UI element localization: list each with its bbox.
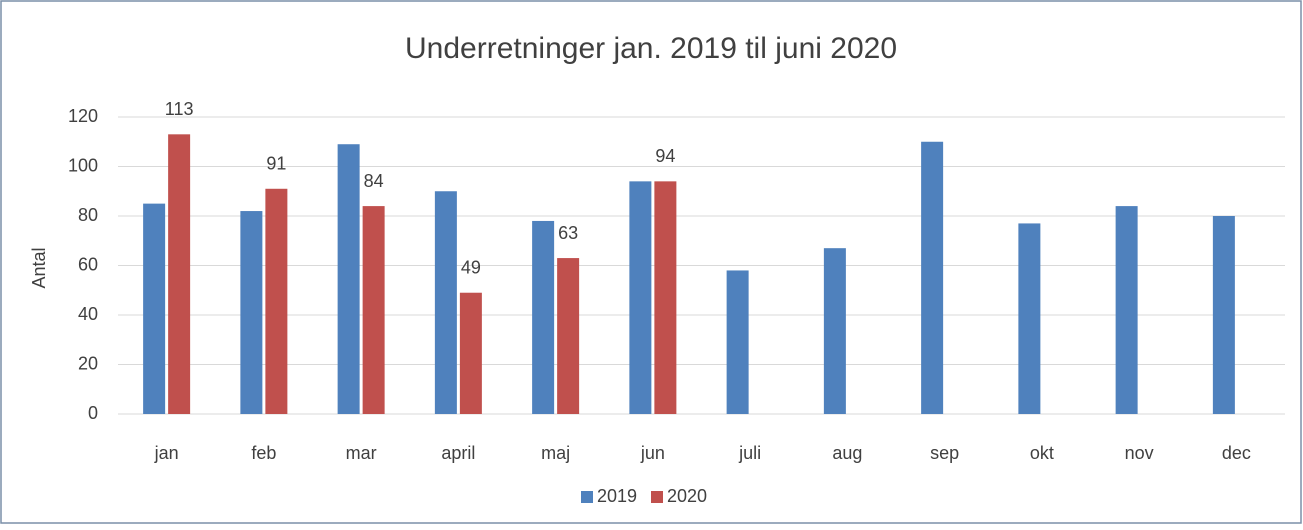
x-tick-label: okt [1030, 443, 1054, 463]
y-tick-label: 80 [78, 205, 98, 225]
legend-swatch [581, 491, 593, 503]
bar [459, 292, 482, 414]
y-tick-label: 0 [88, 403, 98, 423]
x-tick-label: jun [640, 443, 665, 463]
bar [532, 220, 555, 414]
legend-label: 2020 [667, 486, 707, 506]
bar [823, 248, 846, 414]
x-tick-label: maj [541, 443, 570, 463]
bar [240, 211, 263, 414]
bar [362, 206, 385, 414]
x-tick-label: sep [930, 443, 959, 463]
data-label: 63 [558, 223, 578, 243]
chart-title: Underretninger jan. 2019 til juni 2020 [405, 32, 897, 65]
data-label: 94 [655, 146, 675, 166]
data-label: 49 [461, 257, 481, 277]
x-tick-label: april [441, 443, 475, 463]
bar [921, 141, 944, 414]
y-tick-label: 20 [78, 353, 98, 373]
y-tick-label: 40 [78, 304, 98, 324]
bar [337, 144, 360, 414]
y-tick-label: 60 [78, 254, 98, 274]
y-tick-label: 120 [68, 106, 98, 126]
bar [629, 181, 652, 414]
legend-swatch [651, 491, 663, 503]
x-tick-label: jan [154, 443, 179, 463]
x-tick-label: aug [832, 443, 862, 463]
bar [265, 188, 288, 414]
bar [726, 270, 749, 414]
bar [143, 203, 166, 414]
bar [1115, 206, 1138, 414]
data-label: 84 [364, 171, 384, 191]
x-tick-label: dec [1222, 443, 1251, 463]
bar [654, 181, 677, 414]
bar [1018, 223, 1041, 414]
x-tick-label: nov [1125, 443, 1154, 463]
bar [168, 134, 191, 414]
bar [1212, 216, 1235, 414]
bar [557, 258, 580, 414]
x-tick-label: juli [738, 443, 761, 463]
bar [434, 191, 457, 414]
x-tick-label: mar [346, 443, 377, 463]
legend-label: 2019 [597, 486, 637, 506]
x-tick-label: feb [251, 443, 276, 463]
data-label: 113 [165, 99, 194, 119]
y-axis-label: Antal [29, 247, 49, 288]
y-tick-label: 100 [68, 155, 98, 175]
data-label: 91 [266, 154, 286, 174]
